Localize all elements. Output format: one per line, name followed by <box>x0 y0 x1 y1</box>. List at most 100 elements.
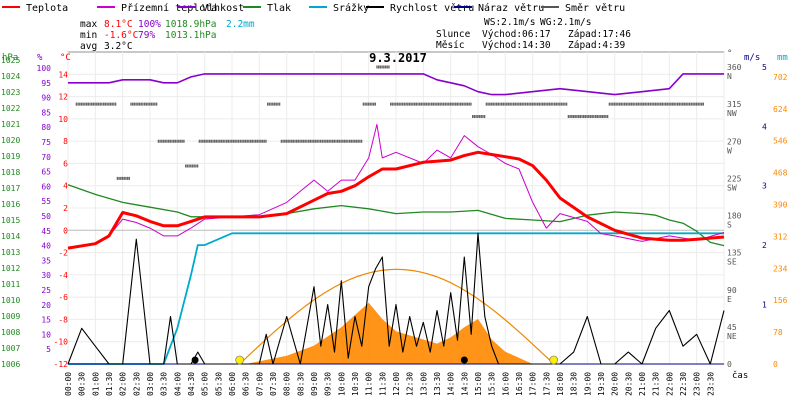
tick-hpa: 1024 <box>1 72 20 81</box>
legend-label: Srážky <box>333 2 369 14</box>
legend-label: Teplota <box>26 3 68 14</box>
wind-dir-mark <box>261 139 264 143</box>
wind-dir-mark <box>562 102 564 106</box>
wind-dir-mark <box>456 102 458 106</box>
wind-dir-mark <box>149 102 151 106</box>
wind-dir-mark <box>91 102 93 106</box>
wind-dir-mark <box>220 139 223 143</box>
tick-pct: 40 <box>41 242 51 251</box>
wind-dir-mark <box>301 139 303 143</box>
wind-dir-mark <box>649 102 652 106</box>
wind-dir-mark <box>460 102 462 106</box>
wind-dir-mark <box>248 139 250 143</box>
axis-unit-pct: % <box>37 53 43 63</box>
wind-dir-mark <box>123 176 125 180</box>
tick-time: 20:00 <box>611 372 620 396</box>
wind-dir-mark <box>94 102 96 106</box>
tick-time: 08:30 <box>296 372 305 396</box>
wind-dir-mark <box>647 102 650 106</box>
tick-c: 8 <box>63 137 68 146</box>
wind-dir-mark <box>663 102 665 106</box>
wind-dir-mark <box>246 139 248 143</box>
wind-dir-mark <box>350 139 353 143</box>
wind-dir-mark <box>492 102 494 106</box>
wind-dir-mark <box>374 102 376 106</box>
tick-dir-letter: N <box>727 72 732 81</box>
wind-dir-mark <box>222 139 224 143</box>
wind-dir-mark <box>342 139 344 143</box>
wind-dir-mark <box>434 102 436 106</box>
wind-dir-mark <box>482 115 484 118</box>
axis-unit-hpa: hPa <box>2 53 18 63</box>
wind-dir-mark <box>265 139 267 143</box>
wind-dir-mark <box>116 176 119 180</box>
wind-dir-mark <box>526 102 529 106</box>
wind-dir-mark <box>668 102 670 106</box>
tick-time: 02:30 <box>132 372 141 396</box>
wind-dir-mark <box>109 102 112 106</box>
wind-dir-mark <box>285 139 288 143</box>
wind-dir-mark <box>231 139 233 143</box>
wind-dir-mark <box>214 139 216 143</box>
tick-time: 20:30 <box>624 372 633 396</box>
tick-dir: 360 <box>727 63 742 72</box>
wind-dir-mark <box>331 139 334 143</box>
tick-time: 21:00 <box>638 372 647 396</box>
tick-pct: 70 <box>41 153 51 162</box>
axis-unit-ms: m/s <box>744 53 760 63</box>
tick-time: 12:30 <box>406 372 415 396</box>
wind-dir-mark <box>343 139 346 143</box>
wind-dir-mark <box>552 102 554 106</box>
wind-dir-mark <box>255 139 257 143</box>
wind-dir-mark <box>651 102 653 106</box>
wind-dir-mark <box>133 102 136 106</box>
tick-time: 17:30 <box>542 372 551 396</box>
tick-c: 12 <box>58 93 68 102</box>
wind-dir-mark <box>446 102 448 106</box>
wind-dir-mark <box>581 115 583 118</box>
wind-dir-mark <box>272 102 274 106</box>
tick-hpa: 1017 <box>1 184 20 193</box>
wind-dir-mark <box>273 102 276 106</box>
wind-dir-mark <box>155 102 158 106</box>
wind-dir-mark <box>97 102 100 106</box>
wind-dir-mark <box>212 139 214 143</box>
wind-dir-mark <box>268 102 271 106</box>
tick-time: 11:00 <box>365 372 374 396</box>
tick-time: 09:30 <box>324 372 333 396</box>
wind-dir-mark <box>185 164 187 168</box>
tick-ms: 1 <box>762 301 767 310</box>
wind-dir-mark <box>622 102 624 106</box>
tick-pct: 20 <box>41 301 51 310</box>
wind-dir-mark <box>210 139 212 143</box>
tick-c: 0 <box>63 226 68 235</box>
wind-dir-mark <box>577 115 580 118</box>
wind-dir-mark <box>697 102 699 106</box>
wind-dir-mark <box>595 115 597 118</box>
wind-dir-mark <box>557 102 559 106</box>
tick-dir-letter: NE <box>727 332 737 341</box>
wind-dir-mark <box>152 102 154 106</box>
tick-hpa: 1020 <box>1 136 20 145</box>
wind-dir-mark <box>584 115 587 118</box>
wind-dir-mark <box>87 102 89 106</box>
wind-dir-mark <box>642 102 645 106</box>
tick-mm: 624 <box>773 105 788 114</box>
tick-hpa: 1008 <box>1 328 20 337</box>
tick-hpa: 1019 <box>1 152 20 161</box>
wind-dir-mark <box>314 139 317 143</box>
wind-dir-mark <box>665 102 667 106</box>
axis-unit-mm: mm <box>777 53 788 63</box>
wind-dir-mark <box>514 102 517 106</box>
wind-dir-mark <box>441 102 443 106</box>
tick-time: 09:00 <box>310 372 319 396</box>
tick-hpa: 1007 <box>1 344 20 353</box>
tick-time: 07:00 <box>255 372 264 396</box>
wind-dir-mark <box>364 102 366 106</box>
wind-dir-mark <box>644 102 646 106</box>
wind-dir-mark <box>540 102 542 106</box>
solar-radiation-area <box>245 302 533 364</box>
wind-dir-mark <box>483 115 486 118</box>
tick-time: 16:00 <box>501 372 510 396</box>
